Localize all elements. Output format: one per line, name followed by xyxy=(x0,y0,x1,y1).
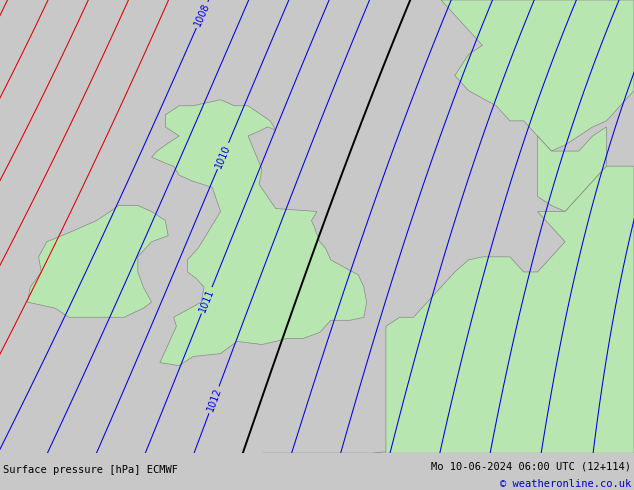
Text: Mo 10-06-2024 06:00 UTC (12+114): Mo 10-06-2024 06:00 UTC (12+114) xyxy=(431,461,631,471)
Text: © weatheronline.co.uk: © weatheronline.co.uk xyxy=(500,480,631,490)
Polygon shape xyxy=(27,205,168,317)
Text: 1012: 1012 xyxy=(205,387,223,413)
Text: 1010: 1010 xyxy=(214,143,232,169)
Polygon shape xyxy=(262,417,634,453)
Text: 1011: 1011 xyxy=(198,287,216,314)
Polygon shape xyxy=(152,99,366,366)
Polygon shape xyxy=(538,127,607,212)
Text: Surface pressure [hPa] ECMWF: Surface pressure [hPa] ECMWF xyxy=(3,465,178,475)
Text: 1013: 1013 xyxy=(226,465,243,490)
Polygon shape xyxy=(386,166,634,453)
Polygon shape xyxy=(441,0,634,151)
Text: 1008: 1008 xyxy=(193,1,212,28)
